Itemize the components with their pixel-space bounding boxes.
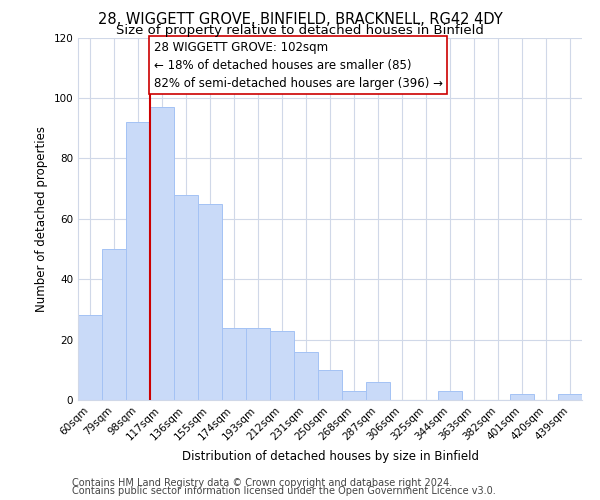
Bar: [342, 391, 366, 400]
Bar: [438, 391, 462, 400]
Bar: [366, 382, 390, 400]
Bar: [510, 394, 534, 400]
Bar: [78, 316, 102, 400]
Text: Contains HM Land Registry data © Crown copyright and database right 2024.: Contains HM Land Registry data © Crown c…: [72, 478, 452, 488]
X-axis label: Distribution of detached houses by size in Binfield: Distribution of detached houses by size …: [182, 450, 479, 463]
Bar: [198, 204, 222, 400]
Bar: [126, 122, 150, 400]
Bar: [102, 249, 126, 400]
Bar: [558, 394, 582, 400]
Text: 28 WIGGETT GROVE: 102sqm
← 18% of detached houses are smaller (85)
82% of semi-d: 28 WIGGETT GROVE: 102sqm ← 18% of detach…: [154, 40, 443, 90]
Bar: [174, 194, 198, 400]
Bar: [222, 328, 246, 400]
Bar: [270, 330, 294, 400]
Text: 28, WIGGETT GROVE, BINFIELD, BRACKNELL, RG42 4DY: 28, WIGGETT GROVE, BINFIELD, BRACKNELL, …: [98, 12, 502, 28]
Bar: [150, 107, 174, 400]
Bar: [246, 328, 270, 400]
Bar: [294, 352, 318, 400]
Y-axis label: Number of detached properties: Number of detached properties: [35, 126, 48, 312]
Bar: [318, 370, 342, 400]
Text: Contains public sector information licensed under the Open Government Licence v3: Contains public sector information licen…: [72, 486, 496, 496]
Text: Size of property relative to detached houses in Binfield: Size of property relative to detached ho…: [116, 24, 484, 37]
